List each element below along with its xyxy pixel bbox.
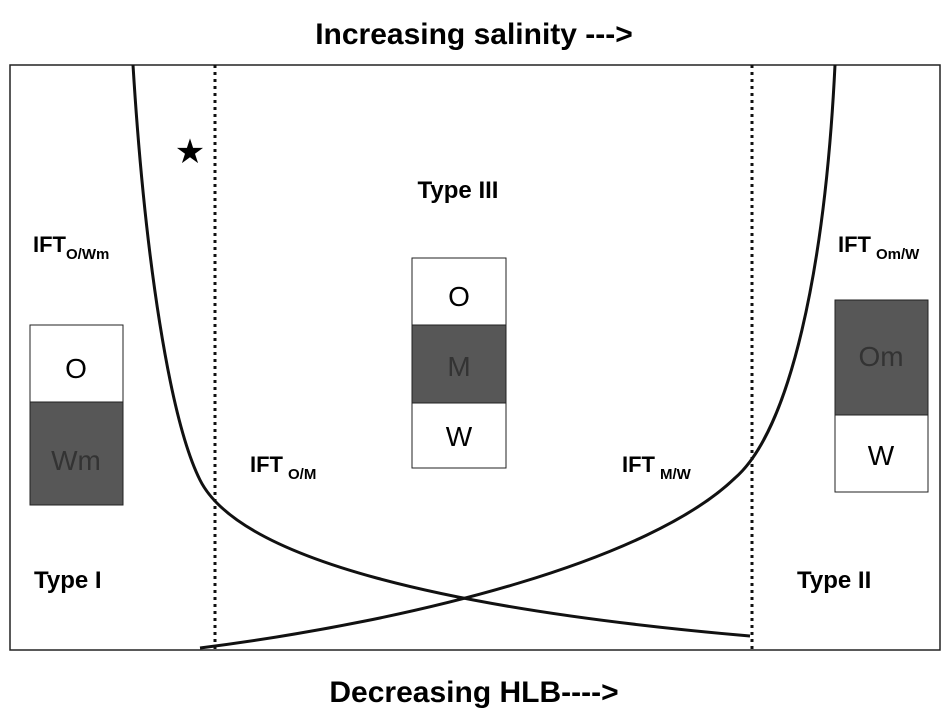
- phase-label: O: [448, 281, 470, 312]
- phase-layer: [834, 299, 929, 416]
- ift-sub: O/Wm: [66, 246, 109, 263]
- phase-layer: [29, 401, 124, 506]
- ift-main: IFT: [33, 232, 67, 257]
- phase-label: W: [868, 440, 895, 471]
- frame: [9, 64, 941, 651]
- ift-sub: M/W: [660, 466, 692, 483]
- phase-layer: [411, 324, 507, 404]
- phase-box: O Wm: [29, 324, 124, 506]
- ift-label: IFT M/W: [622, 452, 692, 483]
- title: Increasing salinity --->: [315, 18, 633, 51]
- phase-label: Wm: [51, 445, 101, 476]
- ift-label: IFTO/Wm: [33, 232, 109, 263]
- phase-label: O: [65, 353, 87, 384]
- curve-left: [131, 64, 751, 638]
- star-marker: ★: [175, 133, 205, 171]
- region-label: Type I: [34, 567, 102, 594]
- phase-box: O M W: [411, 257, 507, 469]
- ift-main: IFT: [622, 452, 656, 477]
- phase-box: Om W: [834, 299, 929, 493]
- region-label: Type III: [418, 177, 499, 204]
- region-label: Type II: [797, 567, 871, 594]
- phase-layer: [834, 414, 929, 493]
- phase-layer: [411, 402, 507, 469]
- ift-sub: Om/W: [876, 246, 920, 263]
- ift-label: IFT Om/W: [838, 232, 920, 263]
- ift-label: IFT O/M: [250, 452, 316, 483]
- phase-label: Om: [858, 341, 903, 372]
- footer: Decreasing HLB---->: [329, 676, 618, 709]
- phase-label: W: [446, 421, 473, 452]
- phase-layer: [411, 257, 507, 326]
- ift-main: IFT: [838, 232, 872, 257]
- phase-layer: [29, 324, 124, 403]
- phase-label: M: [447, 351, 470, 382]
- curve-right: [199, 64, 837, 650]
- ift-main: IFT: [250, 452, 284, 477]
- ift-sub: O/M: [288, 466, 316, 483]
